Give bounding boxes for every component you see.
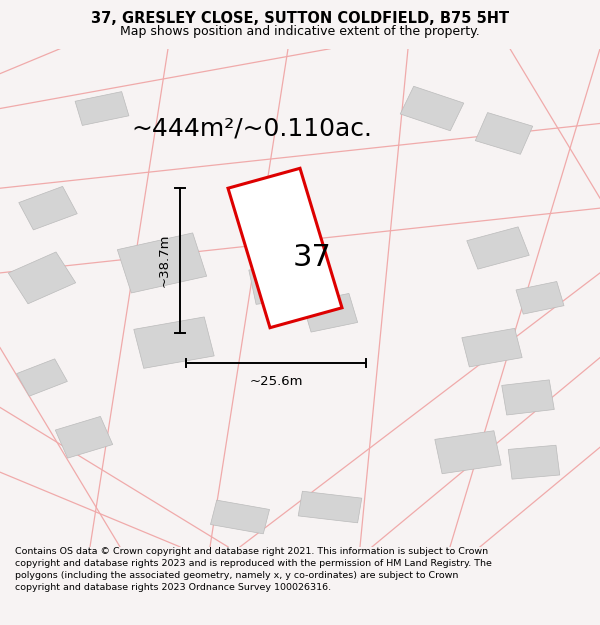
Polygon shape xyxy=(19,186,77,230)
Polygon shape xyxy=(55,416,113,458)
Polygon shape xyxy=(249,261,315,304)
Text: Map shows position and indicative extent of the property.: Map shows position and indicative extent… xyxy=(120,25,480,38)
Polygon shape xyxy=(211,500,269,534)
Polygon shape xyxy=(302,293,358,332)
Text: 37, GRESLEY CLOSE, SUTTON COLDFIELD, B75 5HT: 37, GRESLEY CLOSE, SUTTON COLDFIELD, B75… xyxy=(91,11,509,26)
Polygon shape xyxy=(475,112,533,154)
Text: ~444m²/~0.110ac.: ~444m²/~0.110ac. xyxy=(131,116,373,141)
Polygon shape xyxy=(118,233,206,293)
Polygon shape xyxy=(298,491,362,523)
Polygon shape xyxy=(467,227,529,269)
Text: ~38.7m: ~38.7m xyxy=(158,234,171,288)
Polygon shape xyxy=(435,431,501,474)
Polygon shape xyxy=(228,168,342,328)
Polygon shape xyxy=(17,359,67,396)
Text: ~25.6m: ~25.6m xyxy=(249,375,303,388)
Polygon shape xyxy=(134,317,214,368)
Polygon shape xyxy=(508,445,560,479)
Polygon shape xyxy=(502,380,554,415)
Polygon shape xyxy=(400,86,464,131)
Text: 37: 37 xyxy=(293,244,331,272)
Polygon shape xyxy=(75,92,129,126)
Polygon shape xyxy=(8,252,76,304)
Polygon shape xyxy=(516,281,564,314)
Text: Contains OS data © Crown copyright and database right 2021. This information is : Contains OS data © Crown copyright and d… xyxy=(15,548,492,592)
Polygon shape xyxy=(462,328,522,367)
